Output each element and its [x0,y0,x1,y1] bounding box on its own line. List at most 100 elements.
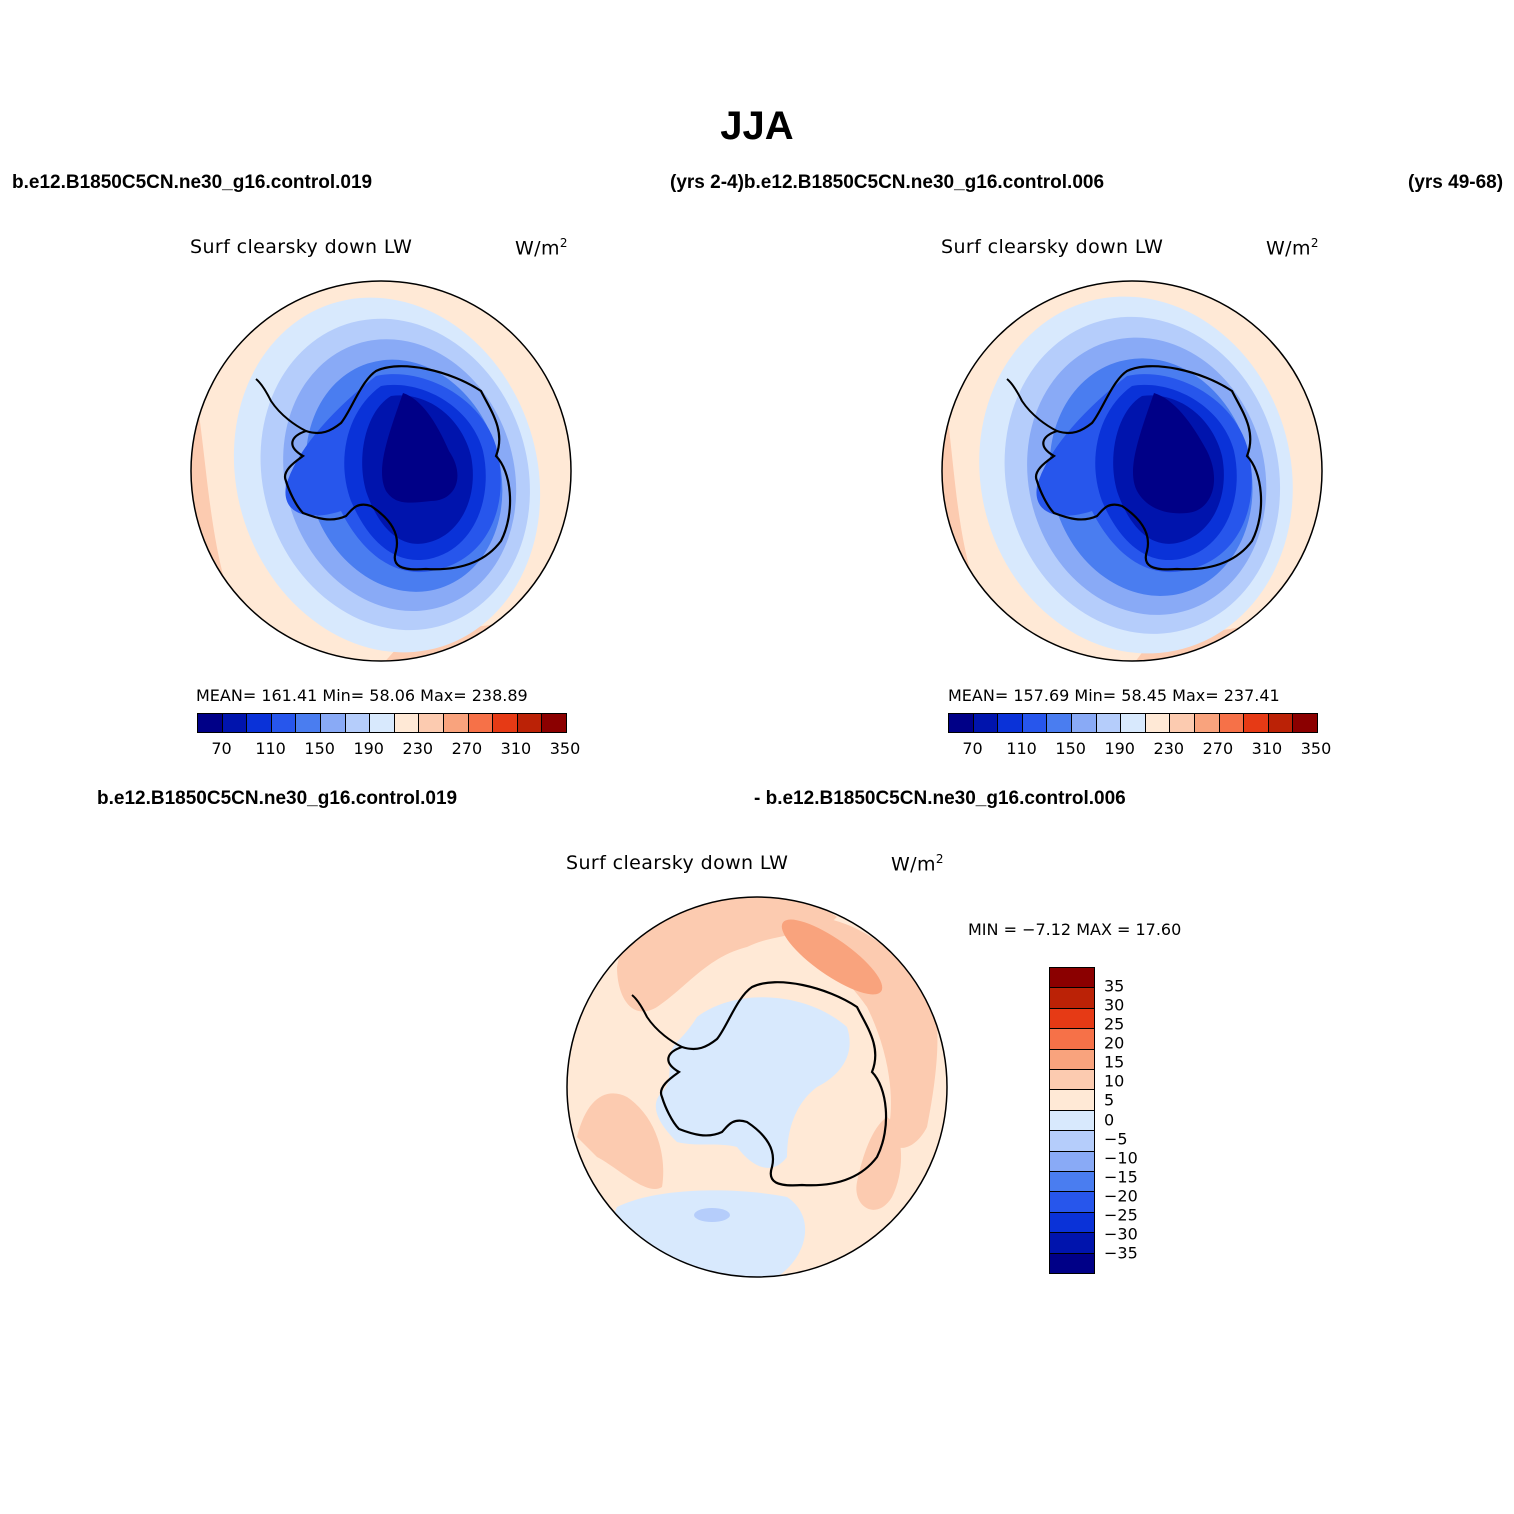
panel1-colorbar-tick-label: 270 [451,739,483,758]
case-label-top-mid: (yrs 2-4)b.e12.B1850C5CN.ne30_g16.contro… [670,172,1105,193]
panel2-colorbar [948,713,1318,733]
panel1-colorbar-tick-label: 70 [211,739,232,758]
panel2-colorbar-tick-label: 110 [1006,739,1037,758]
panel2-colorbar-swatch [1096,714,1122,732]
panel2-stats: MEAN= 157.69 Min= 58.45 Max= 237.41 [948,686,1280,705]
panel1-colorbar-tick-label: 150 [304,739,335,758]
panel3-polar-map [566,896,948,1278]
panel2-colorbar-tick-label: 270 [1202,739,1234,758]
panel1-colorbar-swatch [296,714,321,732]
panel3-colorbar [1049,967,1095,1274]
panel3-colorbar-swatch [1050,1172,1094,1193]
panel3-colorbar-tick-label: −10 [1104,1148,1138,1168]
panel2-colorbar-tick-label: 190 [1104,739,1135,758]
panel2-variable-label: Surf clearsky down LW [941,236,1164,258]
panel3-colorbar-tick-label: −5 [1104,1129,1128,1149]
panel1-colorbar-swatch [517,714,543,732]
case-label-bottom-left: b.e12.B1850C5CN.ne30_g16.control.019 [97,788,458,809]
panel2-colorbar-labels: 70 110 150 190 230 270 310 350 [948,739,1331,759]
panel3-colorbar-swatch [1050,1008,1094,1030]
panel3-colorbar-tick-label: 10 [1104,1071,1125,1091]
panel3-colorbar-swatch [1050,1049,1094,1071]
panel2-colorbar-tick-label: 70 [962,739,983,758]
panel1-colorbar-tick-label: 190 [353,739,384,758]
panel2-colorbar-swatch [1268,714,1294,732]
panel1-polar-map [190,280,572,662]
panel3-colorbar-swatch [1050,1110,1094,1132]
panel1-colorbar-swatch [493,714,518,732]
panel1-colorbar-swatch [247,714,272,732]
panel3-colorbar-swatch [1050,1090,1094,1111]
panel1-colorbar-swatch [542,714,566,732]
panel2-units-label: W/m2 [1266,236,1319,260]
panel1-colorbar-swatch [443,714,469,732]
panel1-stats: MEAN= 161.41 Min= 58.06 Max= 238.89 [196,686,528,705]
panel2-colorbar-swatch [1219,714,1245,732]
panel1-colorbar-swatch [345,714,371,732]
panel3-colorbar-tick-label: −35 [1104,1243,1138,1263]
panel1-colorbar-swatch [394,714,420,732]
panel3-variable-label: Surf clearsky down LW [566,852,789,874]
panel3-colorbar-swatch [1050,1029,1094,1050]
plot-title: JJA [720,104,794,148]
panel2-colorbar-swatch [1194,714,1220,732]
panel3-colorbar-swatch [1050,1212,1094,1234]
panel3-colorbar-swatch [1050,1070,1094,1091]
case-label-bottom-right: - b.e12.B1850C5CN.ne30_g16.control.006 [754,788,1126,809]
panel3-colorbar-swatch [1050,968,1094,989]
panel3-colorbar-tick-label: −15 [1104,1167,1138,1187]
panel3-colorbar-tick-label: 30 [1104,995,1125,1015]
panel2-colorbar-tick-label: 350 [1300,739,1332,758]
panel3-colorbar-tick-label: −25 [1104,1205,1138,1225]
panel2-colorbar-swatch [1121,714,1146,732]
panel3-colorbar-tick-label: 35 [1104,976,1125,996]
panel3-colorbar-tick-label: 5 [1104,1090,1115,1110]
panel1-colorbar-swatch [222,714,248,732]
panel1-variable-label: Surf clearsky down LW [190,236,413,258]
panel1-colorbar-swatch [468,714,494,732]
panel1-colorbar-swatch [320,714,346,732]
panel3-stats: MIN = −7.12 MAX = 17.60 [968,920,1182,939]
panel2-colorbar-swatch [1047,714,1072,732]
panel1-colorbar [197,713,567,733]
panel2-colorbar-swatch [1022,714,1048,732]
panel1-colorbar-swatch [419,714,444,732]
panel2-colorbar-swatch [949,714,974,732]
panel3-colorbar-tick-label: −20 [1104,1186,1138,1206]
panel3-colorbar-tick-label: 25 [1104,1014,1125,1034]
panel1-colorbar-tick-label: 350 [549,739,581,758]
panel1-colorbar-tick-label: 230 [402,739,434,758]
case-label-top-right: (yrs 49-68) [1408,172,1504,193]
panel1-colorbar-swatch [370,714,395,732]
panel2-colorbar-swatch [1071,714,1097,732]
panel2-colorbar-swatch [1170,714,1195,732]
panel2-colorbar-swatch [998,714,1023,732]
panel1-colorbar-labels: 70 110 150 190 230 270 310 350 [197,739,580,759]
panel3-colorbar-swatch [1050,1192,1094,1213]
panel3-colorbar-tick-label: −30 [1104,1224,1138,1244]
panel2-colorbar-tick-label: 310 [1251,739,1283,758]
panel3-colorbar-swatch [1050,1253,1094,1274]
panel1-units-label: W/m2 [515,236,568,260]
panel3-colorbar-swatch [1050,1233,1094,1254]
panel3-units-label: W/m2 [891,852,944,876]
panel2-colorbar-swatch [1244,714,1269,732]
panel3-colorbar-swatch [1050,1131,1094,1152]
panel2-colorbar-swatch [1293,714,1317,732]
panel1-colorbar-tick-label: 310 [500,739,532,758]
panel2-colorbar-tick-label: 230 [1153,739,1185,758]
panel3-colorbar-tick-label: 0 [1104,1110,1115,1129]
panel3-colorbar-tick-label: 15 [1104,1052,1125,1072]
panel3-colorbar-tick-label: 20 [1104,1033,1125,1053]
panel2-colorbar-tick-label: 150 [1055,739,1086,758]
panel1-colorbar-swatch [271,714,297,732]
panel1-colorbar-tick-label: 110 [255,739,286,758]
panel2-colorbar-swatch [973,714,999,732]
case-label-top-left: b.e12.B1850C5CN.ne30_g16.control.019 [12,172,373,193]
panel3-colorbar-labels: 35 30 25 20 15 10 5 0 −5 −10 −15 −20 −25 −30 −35 [1094,967,1154,1272]
panel1-colorbar-swatch [198,714,223,732]
panel3-colorbar-swatch [1050,1151,1094,1173]
panel3-colorbar-swatch [1050,988,1094,1009]
panel2-colorbar-swatch [1145,714,1171,732]
panel2-polar-map [941,280,1323,662]
